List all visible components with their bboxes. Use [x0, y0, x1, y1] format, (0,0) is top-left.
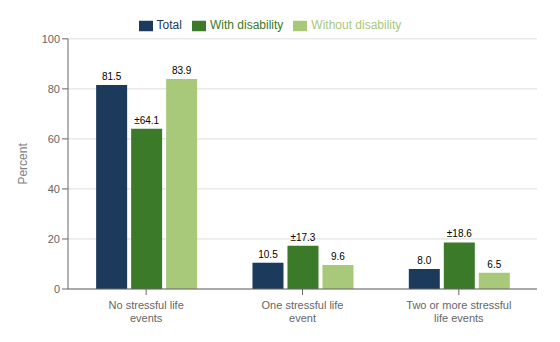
svg-text:Percent: Percent [16, 143, 30, 185]
svg-text:±17.3: ±17.3 [290, 232, 315, 243]
svg-text:100: 100 [42, 33, 60, 45]
html-text:With disability: With disability [210, 18, 284, 32]
svg-text:83.9: 83.9 [172, 65, 192, 76]
html-text:Without disability: Without disability [311, 18, 402, 32]
svg-text:No stressful lifeevents: No stressful lifeevents [109, 299, 184, 324]
svg-text:One stressful lifeevent: One stressful lifeevent [262, 299, 344, 324]
svg-text:81.5: 81.5 [102, 71, 122, 82]
svg-text:80: 80 [48, 83, 60, 95]
svg-text:8.0: 8.0 [417, 255, 431, 266]
svg-text:60: 60 [48, 133, 60, 145]
html-text:Total: Total [156, 18, 182, 32]
svg-text:20: 20 [48, 233, 60, 245]
svg-text:0: 0 [54, 283, 60, 295]
svg-text:10.5: 10.5 [258, 249, 278, 260]
svg-text:6.5: 6.5 [487, 259, 501, 270]
svg-text:9.6: 9.6 [331, 251, 345, 262]
svg-text:40: 40 [48, 183, 60, 195]
svg-text:Two or more stressfullife even: Two or more stressfullife events [406, 299, 511, 324]
svg-text:±18.6: ±18.6 [447, 228, 472, 239]
svg-text:±64.1: ±64.1 [134, 115, 159, 126]
